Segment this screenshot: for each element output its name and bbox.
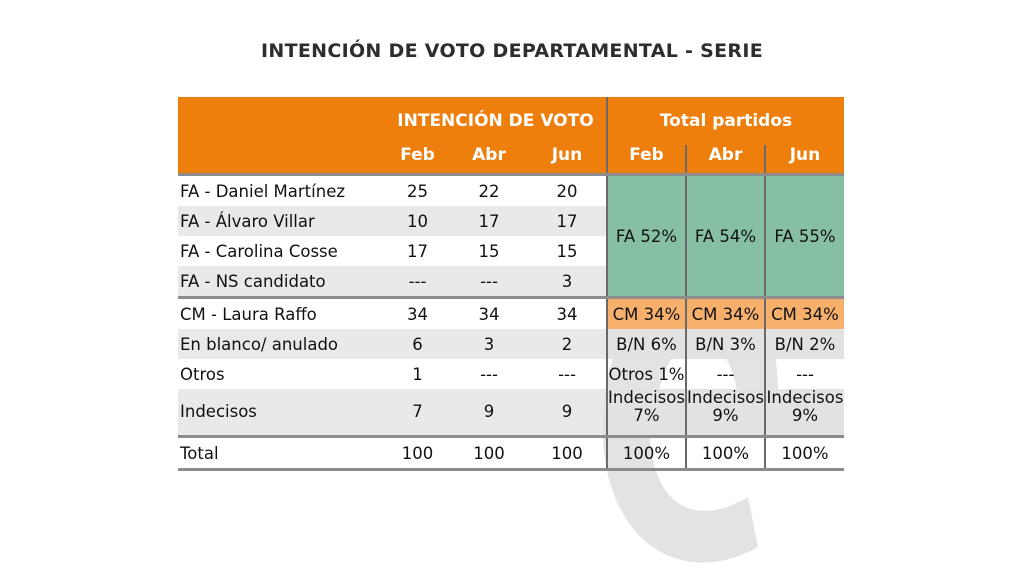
row-value: 34 bbox=[450, 296, 528, 329]
row-value: 34 bbox=[528, 296, 607, 329]
header-empty bbox=[178, 97, 385, 145]
row-label: CM - Laura Raffo bbox=[178, 296, 385, 329]
row-label: FA - NS candidato bbox=[178, 266, 385, 298]
header-row-groups: INTENCIÓN DE VOTO Total partidos bbox=[178, 97, 844, 145]
row-value: 9 bbox=[528, 389, 607, 437]
fa-total-cell: FA 55% bbox=[764, 173, 844, 298]
page-title: INTENCIÓN DE VOTO DEPARTAMENTAL - SERIE bbox=[261, 40, 763, 62]
header-row-months: Feb Abr Jun Feb Abr Jun bbox=[178, 145, 844, 175]
row-label: FA - Álvaro Villar bbox=[178, 206, 385, 236]
row-value: --- bbox=[558, 364, 576, 384]
table-row: FA - Daniel Martínez 25 22 20 FA 52% FA 54% FA… bbox=[178, 173, 844, 298]
row-value: 15 bbox=[556, 241, 578, 261]
total-total-cell: 100% bbox=[685, 435, 765, 471]
bn-total-cell: B/N 6% bbox=[606, 329, 686, 359]
row-value: 10 bbox=[385, 206, 450, 236]
total-total-cell: 100% bbox=[764, 435, 844, 471]
month-left: Jun bbox=[528, 145, 607, 175]
row-label: FA - Carolina Cosse bbox=[180, 241, 338, 261]
row-value: 20 bbox=[528, 173, 607, 206]
month-right: Abr bbox=[685, 145, 765, 175]
table-row: FA - NS candidato --- --- 3 bbox=[178, 266, 844, 298]
header-total-partidos: Total partidos bbox=[606, 97, 844, 145]
row-value: --- bbox=[385, 266, 450, 298]
cm-total-cell: CM 34% bbox=[606, 296, 686, 329]
fa-total-cell: FA 54% bbox=[685, 173, 765, 298]
row-label: Total bbox=[178, 435, 385, 471]
row-label: FA - Daniel Martínez bbox=[178, 173, 385, 206]
month-left: Abr bbox=[450, 145, 528, 175]
row-value: 34 bbox=[385, 296, 450, 329]
row-value: 100 bbox=[450, 435, 528, 471]
row-value: 17 bbox=[528, 206, 607, 236]
row-value: 6 bbox=[385, 329, 450, 359]
table-row: Otros 1 --- --- Otros 1% --- --- bbox=[178, 359, 844, 389]
row-value: --- bbox=[480, 364, 498, 384]
table-row: CM - Laura Raffo 34 34 34 CM 34% CM 34% CM 34% bbox=[178, 296, 844, 329]
otros-total-cell: Otros 1% bbox=[606, 359, 686, 389]
row-value: 100 bbox=[528, 435, 607, 471]
header-intencion-de-voto: INTENCIÓN DE VOTO bbox=[385, 97, 607, 145]
header-empty bbox=[178, 145, 385, 175]
row-value: 17 bbox=[450, 206, 528, 236]
table-row: FA - Álvaro Villar 10 17 17 bbox=[178, 206, 844, 236]
row-value: 3 bbox=[450, 329, 528, 359]
month-left: Feb bbox=[385, 145, 450, 175]
row-value: 9 bbox=[450, 389, 528, 437]
row-value: 25 bbox=[385, 173, 450, 206]
row-value: 15 bbox=[478, 241, 500, 261]
row-value: --- bbox=[450, 266, 528, 298]
row-value: 1 bbox=[412, 364, 423, 384]
otros-total-cell: --- bbox=[764, 359, 844, 389]
row-value: 7 bbox=[385, 389, 450, 437]
row-label: Otros bbox=[180, 364, 225, 384]
row-value: 3 bbox=[528, 266, 607, 298]
row-value: 2 bbox=[528, 329, 607, 359]
row-value: 17 bbox=[407, 241, 428, 261]
bn-total-cell: B/N 2% bbox=[764, 329, 844, 359]
fa-total-cell: FA 52% bbox=[606, 173, 686, 298]
row-value: 100 bbox=[385, 435, 450, 471]
indecisos-total-cell: Indecisos 9% bbox=[685, 389, 765, 437]
otros-total-cell: --- bbox=[685, 359, 765, 389]
indecisos-total-cell: Indecisos 9% bbox=[764, 389, 844, 437]
vote-intention-table: INTENCIÓN DE VOTO Total partidos Feb Abr… bbox=[178, 97, 844, 563]
table-row: En blanco/ anulado 6 3 2 B/N 6% B/N 3% B/N 2% bbox=[178, 329, 844, 359]
table-row: Indecisos 7 9 9 Indecisos 7% Indecisos 9% Inde… bbox=[178, 389, 844, 437]
cm-total-cell: CM 34% bbox=[764, 296, 844, 329]
total-total-cell: 100% bbox=[606, 435, 686, 471]
cm-total-cell: CM 34% bbox=[685, 296, 765, 329]
row-value: 22 bbox=[450, 173, 528, 206]
table-row: FA - Carolina Cosse 17 15 15 bbox=[178, 236, 844, 266]
row-label: Indecisos bbox=[178, 389, 385, 437]
row-label: En blanco/ anulado bbox=[178, 329, 385, 359]
bn-total-cell: B/N 3% bbox=[685, 329, 765, 359]
indecisos-total-cell: Indecisos 7% bbox=[606, 389, 686, 437]
month-right: Jun bbox=[764, 145, 844, 175]
month-right: Feb bbox=[606, 145, 686, 175]
table-row: Total 100 100 100 100% 100% 100% bbox=[178, 435, 844, 471]
